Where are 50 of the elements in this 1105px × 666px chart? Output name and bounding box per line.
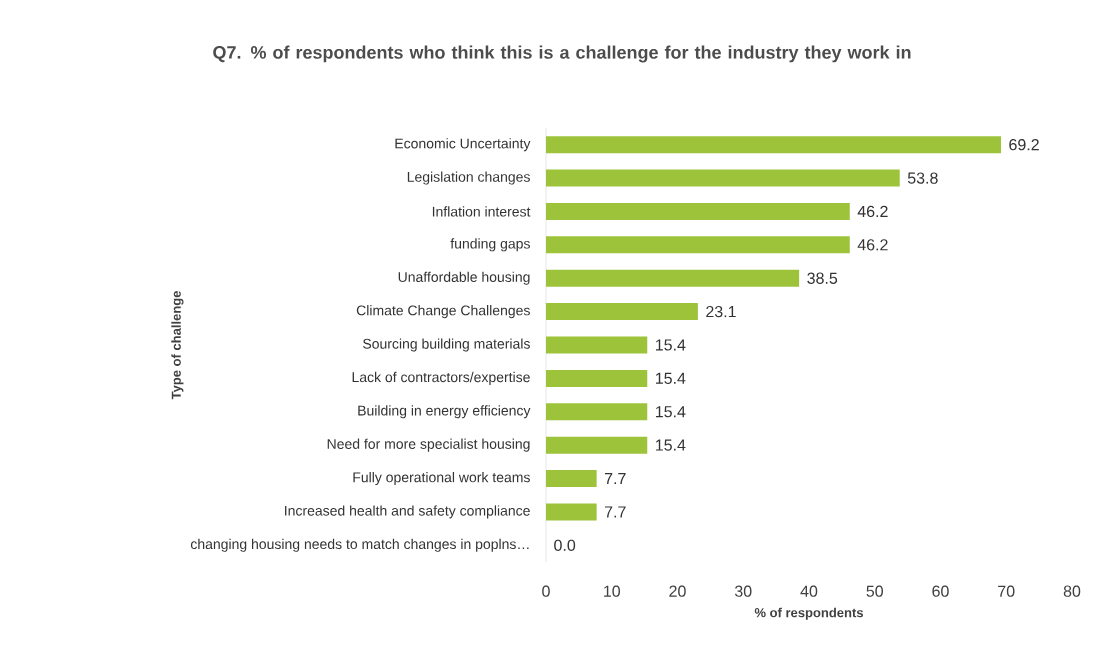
x-tick-label: 80 [1063, 585, 1081, 597]
bar [546, 503, 597, 521]
y-tick-label: Need for more specialist housing [327, 438, 530, 452]
bar [546, 303, 698, 321]
x-tick-label: 0 [542, 585, 550, 597]
data-label: 7.7 [604, 506, 626, 518]
y-tick-label: Building in energy efficiency [358, 405, 531, 419]
y-tick-label: Unaffordable housing [398, 271, 530, 285]
x-tick-label: 20 [669, 585, 686, 597]
y-tick-label: funding gaps [450, 238, 530, 252]
x-tick-label: 40 [800, 585, 818, 597]
x-tick-label: 50 [866, 585, 884, 597]
data-label: 15.4 [656, 439, 686, 451]
bar [546, 470, 597, 488]
bar [546, 169, 900, 187]
bar [546, 369, 648, 387]
y-tick-label: Increased health and safety compliance [285, 505, 530, 519]
bar [546, 336, 648, 354]
data-label: 53.8 [907, 172, 938, 184]
bar [546, 136, 1001, 154]
y-tick-label: Inflation interest [432, 206, 531, 217]
x-tick-label: 70 [998, 585, 1015, 597]
chart-title: Q7. % of respondents who think this is a challenge for the industry they work in [213, 45, 911, 63]
data-label: 46.2 [857, 239, 888, 251]
data-label: 15.4 [656, 339, 686, 351]
data-label: 0.0 [554, 539, 576, 551]
bar [546, 202, 850, 220]
bar [546, 403, 648, 421]
x-tick-label: 30 [734, 585, 752, 597]
data-label: 15.4 [656, 406, 686, 418]
y-tick-label: Legislation changes [407, 171, 530, 185]
y-tick-label: Economic Uncertainty [395, 138, 531, 152]
x-axis-title: % of respondents [754, 607, 863, 620]
x-tick-label: 60 [932, 585, 949, 597]
y-tick-label: Fully operational work teams [353, 472, 530, 486]
data-label: 7.7 [604, 473, 626, 485]
y-tick-label: changing housing needs to match changes in poplns… [190, 538, 529, 552]
y-axis-title: Type of challenge [171, 291, 184, 400]
data-label: 23.1 [706, 305, 736, 318]
y-tick-label: Lack of contractors/expertise [352, 371, 530, 385]
data-label: 46.2 [857, 205, 888, 218]
bar [546, 269, 800, 287]
y-tick-label: Climate Change Challenges [356, 305, 530, 319]
bar [546, 436, 648, 454]
data-label: 69.2 [1009, 139, 1039, 151]
x-tick-label: 10 [604, 585, 621, 597]
y-tick-label: Sourcing building materials [363, 338, 530, 352]
bar [546, 236, 850, 254]
data-label: 38.5 [807, 272, 838, 284]
data-label: 15.4 [656, 372, 686, 384]
